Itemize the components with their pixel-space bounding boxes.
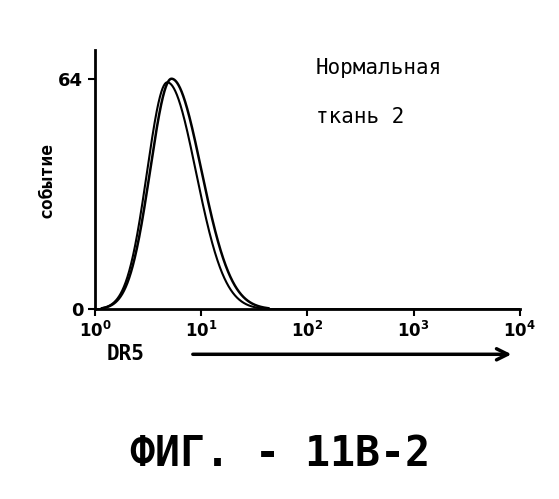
Text: ФИГ. - 11В-2: ФИГ. - 11В-2: [130, 433, 429, 475]
Text: ткань 2: ткань 2: [316, 107, 404, 127]
Text: Нормальная: Нормальная: [316, 58, 442, 78]
Y-axis label: событие: событие: [37, 142, 55, 218]
Text: DR5: DR5: [106, 344, 144, 364]
